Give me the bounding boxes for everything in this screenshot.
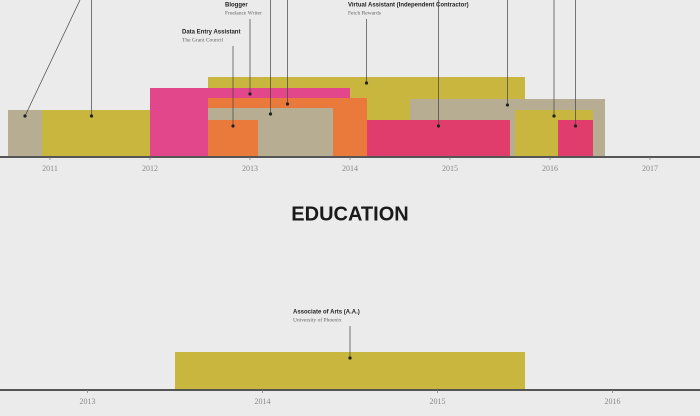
x-tick-label: 2013 (242, 164, 258, 173)
x-tick-label: 2017 (642, 164, 658, 173)
job-title: Virtual Assistant (Independent Contracto… (348, 3, 469, 9)
section-title: EDUCATION (291, 203, 408, 225)
job-org: The Grant Council (182, 37, 224, 43)
x-tick-label: 2015 (430, 397, 446, 406)
marker-dot (285, 102, 290, 106)
x-tick-label: 2014 (255, 397, 271, 406)
marker-dot (348, 356, 352, 360)
x-tick-label: 2015 (442, 164, 458, 173)
marker-dot (248, 92, 252, 96)
job-title: Associate of Arts (A.A.) (293, 310, 360, 316)
marker-dot (552, 114, 556, 118)
marker-dot (436, 124, 441, 128)
timeline-bar (8, 110, 42, 157)
x-tick-label: 2016 (542, 164, 558, 173)
marker-dot (231, 124, 235, 128)
marker-dot (505, 103, 510, 107)
marker-dot (89, 114, 94, 118)
x-tick-label: 2014 (342, 164, 358, 173)
x-tick-label: 2012 (142, 164, 158, 173)
x-tick-label: 2013 (80, 397, 96, 406)
marker-dot (573, 124, 578, 128)
marker-dot (268, 112, 273, 116)
job-org: University of Phoenix (293, 316, 342, 323)
job-title: Blogger (225, 3, 248, 9)
leader-line (24, 0, 81, 117)
x-tick-label: 2016 (605, 397, 621, 406)
x-tick-label: 2011 (42, 164, 58, 173)
marker-dot (23, 114, 27, 118)
marker-dot (364, 81, 369, 85)
job-title: Data Entry Assistant (182, 30, 240, 36)
job-org: Fetch Rewards (348, 10, 381, 16)
job-org: Freelance Writer (225, 10, 262, 16)
